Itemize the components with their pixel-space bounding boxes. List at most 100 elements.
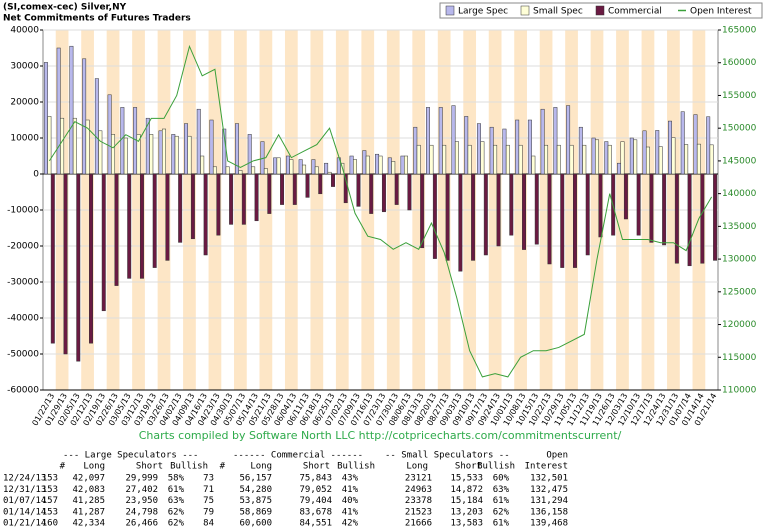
bar: [509, 173, 514, 236]
bar: [200, 155, 205, 175]
bar: [502, 128, 507, 175]
column-header: Short: [303, 462, 330, 472]
bar: [442, 144, 447, 175]
bar: [171, 134, 176, 175]
bar: [378, 155, 383, 175]
legend-label: Large Spec: [458, 7, 508, 17]
bar: [540, 108, 545, 175]
bar: [120, 107, 125, 175]
bar: [684, 144, 689, 175]
table-cell: 73: [203, 474, 214, 484]
bar: [598, 173, 603, 238]
bar: [314, 166, 319, 175]
bar: [89, 173, 93, 344]
column-header: Bullish: [337, 462, 375, 472]
bar: [174, 135, 179, 175]
bar: [251, 166, 256, 175]
bar: [114, 173, 119, 286]
bar: [591, 137, 596, 175]
bar: [623, 173, 628, 220]
bar: [547, 173, 552, 265]
table-cell: 40%: [342, 496, 359, 506]
bar: [349, 155, 354, 175]
bar: [50, 173, 55, 344]
table-cell: 153: [42, 474, 58, 484]
bar: [709, 144, 714, 175]
bar: [327, 171, 332, 175]
y2-tick-label: 150000: [722, 124, 757, 134]
table-cell: 136,158: [530, 507, 568, 517]
table-cell: 75: [203, 496, 214, 506]
bar: [212, 166, 217, 175]
table-cell: 153: [42, 507, 58, 517]
table-cell: 131,294: [530, 496, 568, 506]
table-cell: 84,551: [299, 519, 332, 527]
bar: [416, 144, 421, 175]
y-tick-label: -20000: [7, 242, 39, 252]
bar: [196, 108, 201, 175]
table-cell: 79,404: [299, 496, 332, 506]
bar: [573, 173, 577, 268]
table-cell: 84: [203, 519, 214, 527]
bar: [407, 173, 412, 211]
table-cell: 41,285: [72, 496, 105, 506]
group-header: --- Large Speculators ---: [63, 451, 198, 461]
y-tick-label: -10000: [7, 206, 39, 216]
legend-label: Open Interest: [690, 7, 752, 17]
legend: Large Spec Small Spec Commercial Open Inter…: [439, 2, 763, 19]
bar: [56, 47, 61, 175]
group-header: ------ Commercial ------: [233, 451, 363, 461]
table-cell: 27,402: [125, 485, 158, 495]
bar: [454, 141, 459, 175]
table-cell: 63%: [493, 485, 510, 495]
bar: [311, 159, 316, 175]
table-cell: 79,052: [299, 485, 332, 495]
legend-swatch: [595, 5, 605, 16]
bar: [458, 173, 463, 272]
bar: [655, 130, 660, 175]
table-cell: 54,280: [239, 485, 272, 495]
bar: [247, 134, 252, 175]
bar: [566, 105, 571, 175]
bar: [305, 173, 310, 198]
column-header: Short: [455, 462, 482, 472]
bar: [276, 157, 281, 175]
bar: [400, 155, 405, 175]
bar: [369, 173, 374, 214]
table-cell: 24,798: [125, 507, 158, 517]
bar: [387, 157, 392, 175]
bar: [420, 173, 425, 249]
bar: [480, 141, 485, 175]
table-cell: 139,468: [530, 519, 568, 527]
column-header: #: [60, 462, 66, 472]
table-cell: 42,083: [72, 485, 105, 495]
bar: [696, 143, 701, 175]
bar: [522, 173, 527, 250]
bar: [331, 173, 335, 187]
bar: [152, 173, 157, 268]
bar: [706, 116, 711, 175]
bar: [604, 141, 609, 175]
y2-tick-label: 125000: [722, 287, 757, 297]
table-cell: 29,999: [125, 474, 158, 484]
bar: [391, 161, 396, 175]
y2-tick-label: 140000: [722, 189, 757, 199]
table-cell: 75,843: [299, 474, 332, 484]
chart-title: (SI,comex-cec) Silver,NY: [3, 3, 127, 13]
bar: [162, 128, 166, 175]
bar: [404, 155, 408, 175]
bar: [178, 173, 183, 243]
table-cell: 71: [203, 485, 214, 495]
table-cell: 01/07/14: [3, 496, 46, 506]
bar: [693, 114, 698, 175]
table-cell: 42,334: [72, 519, 105, 527]
plot-area: -60000 -50000 -40000 -30000 -20000 -10000 0 100…: [7, 26, 757, 428]
bar: [674, 173, 679, 264]
bar: [285, 155, 290, 175]
y-tick-label: -50000: [7, 350, 39, 360]
legend-swatch: [445, 5, 455, 16]
bar: [700, 173, 705, 264]
bar: [273, 157, 278, 175]
table-cell: 60,600: [239, 519, 272, 527]
bar: [302, 164, 307, 175]
